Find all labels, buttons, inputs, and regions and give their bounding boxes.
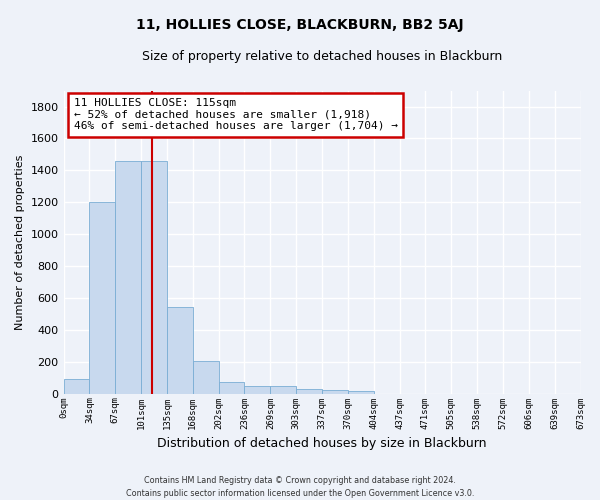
Title: Size of property relative to detached houses in Blackburn: Size of property relative to detached ho… xyxy=(142,50,502,63)
Bar xyxy=(322,390,348,394)
Bar xyxy=(167,308,193,394)
Text: 11, HOLLIES CLOSE, BLACKBURN, BB2 5AJ: 11, HOLLIES CLOSE, BLACKBURN, BB2 5AJ xyxy=(136,18,464,32)
Bar xyxy=(244,386,271,394)
Bar xyxy=(348,391,374,394)
Bar xyxy=(296,389,322,394)
Y-axis label: Number of detached properties: Number of detached properties xyxy=(15,154,25,330)
X-axis label: Distribution of detached houses by size in Blackburn: Distribution of detached houses by size … xyxy=(157,437,487,450)
Bar xyxy=(218,382,244,394)
Bar xyxy=(64,380,89,394)
Bar xyxy=(141,160,167,394)
Text: 11 HOLLIES CLOSE: 115sqm
← 52% of detached houses are smaller (1,918)
46% of sem: 11 HOLLIES CLOSE: 115sqm ← 52% of detach… xyxy=(74,98,398,132)
Bar xyxy=(89,202,115,394)
Bar xyxy=(115,160,141,394)
Text: Contains HM Land Registry data © Crown copyright and database right 2024.
Contai: Contains HM Land Registry data © Crown c… xyxy=(126,476,474,498)
Bar xyxy=(271,386,296,394)
Bar xyxy=(193,361,218,394)
